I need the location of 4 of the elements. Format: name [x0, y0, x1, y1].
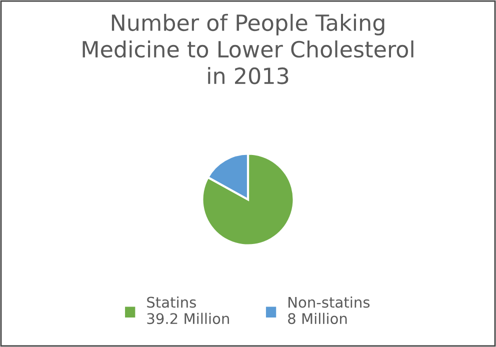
legend-label: Statins 39.2 Million	[147, 296, 229, 324]
pie-slice	[201, 152, 295, 246]
chart-title: Number of People Taking Medicine to Lower Cholesterol in 2013	[82, 14, 414, 84]
legend-label: Non-statins 8 Million	[288, 296, 370, 324]
